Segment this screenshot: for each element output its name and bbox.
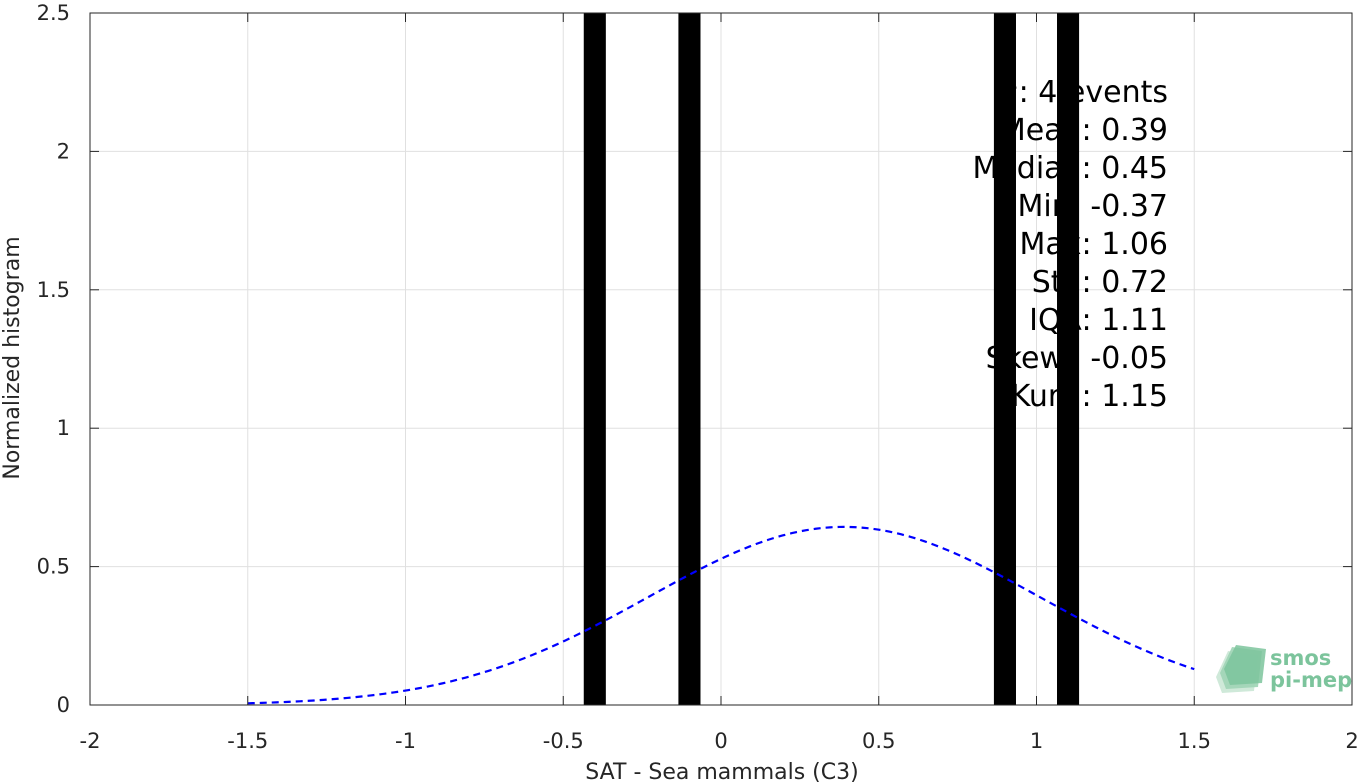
y-tick-labels: 0 0.5 1 1.5 2 2.5 <box>37 1 70 717</box>
y-tick-label: 1.5 <box>37 278 70 302</box>
stats-line: Kurt.: 1.15 <box>1011 379 1168 414</box>
x-tick-labels: -2 -1.5 -1 -0.5 0 0.5 1 1.5 2 <box>80 729 1359 753</box>
stats-line: Min: -0.37 <box>1018 189 1169 224</box>
stats-line: Std: 0.72 <box>1032 265 1168 300</box>
x-tick-label: -1.5 <box>227 729 268 753</box>
x-tick-label: -1 <box>395 729 416 753</box>
normal-fit-line <box>247 525 1195 705</box>
stats-line: IQR: 1.11 <box>1029 303 1168 338</box>
x-tick-label: 2 <box>1345 729 1358 753</box>
histogram-bar <box>678 13 701 705</box>
histogram-bar <box>993 13 1016 705</box>
y-tick-label: 1 <box>57 416 70 440</box>
x-tick-label: 1 <box>1030 729 1043 753</box>
histogram-bar <box>583 13 606 705</box>
stats-line: #: 4 events <box>994 75 1168 110</box>
stats-line: Skew.: -0.05 <box>986 341 1168 376</box>
logo-text-line1: smos <box>1270 646 1331 670</box>
y-tick-label: 2.5 <box>37 1 70 25</box>
histogram-bar <box>1057 13 1080 705</box>
stats-line: Max: 1.06 <box>1020 227 1168 262</box>
histogram-bars <box>583 13 1080 705</box>
fit-curve <box>247 525 1195 705</box>
y-tick-label: 2 <box>57 139 70 163</box>
x-tick-label: 0.5 <box>862 729 895 753</box>
stats-line: Mean: 0.39 <box>1000 113 1168 148</box>
x-tick-label: -2 <box>80 729 101 753</box>
x-tick-label: 0 <box>714 729 727 753</box>
x-tick-label: 1.5 <box>1178 729 1211 753</box>
x-axis-label: SAT - Sea mammals (C3) <box>585 760 858 784</box>
x-tick-label: -0.5 <box>543 729 584 753</box>
logo-stack-icon <box>1216 645 1266 693</box>
logo-text-line2: pi-mep <box>1270 668 1352 692</box>
y-axis-label: Normalized histogram <box>0 236 25 479</box>
y-tick-label: 0.5 <box>37 555 70 579</box>
stats-line: Median: 0.45 <box>972 151 1168 186</box>
axis-ticks <box>89 12 1353 706</box>
smos-pimep-logo: smos pi-mep <box>1216 645 1352 693</box>
y-tick-label: 0 <box>57 693 70 717</box>
